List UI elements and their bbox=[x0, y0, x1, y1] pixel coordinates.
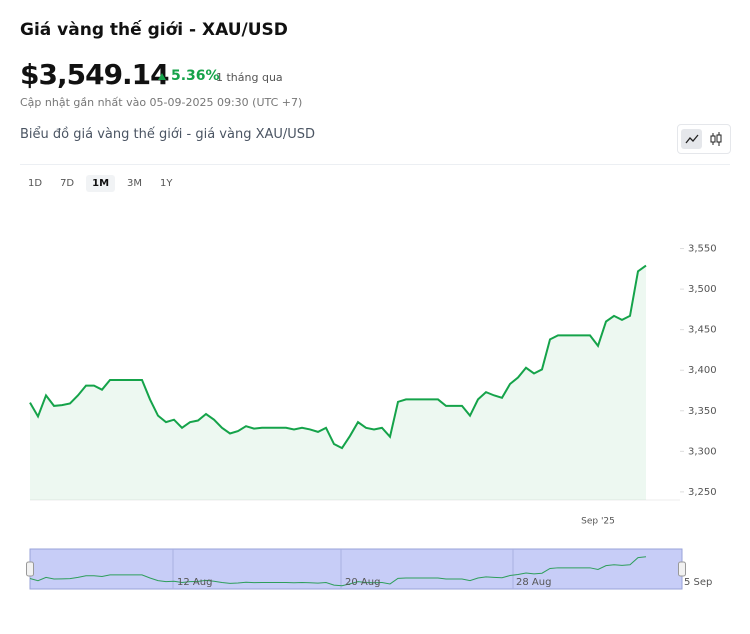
y-tick-label: 3,450 bbox=[688, 325, 717, 336]
title: Giá vàng thế giới - XAU/USD bbox=[20, 20, 288, 40]
change: 5.36% bbox=[171, 68, 220, 84]
y-tick-label: 3,300 bbox=[688, 446, 717, 457]
y-tick-label: 3,550 bbox=[688, 244, 717, 255]
range-button[interactable]: 1M bbox=[86, 175, 116, 192]
area bbox=[30, 265, 646, 500]
y-tick-label: 3,500 bbox=[688, 284, 717, 295]
chart-title: Biểu đồ giá vàng thế giới - giá vàng XAU… bbox=[20, 127, 316, 142]
range-button[interactable]: 7D bbox=[60, 178, 75, 189]
navigator-label: 20 Aug bbox=[345, 577, 380, 588]
range-buttons: 1D 7D 1M 3M 1Y bbox=[22, 175, 179, 192]
range-button[interactable]: 1Y bbox=[160, 178, 173, 189]
range-button[interactable]: 1D bbox=[28, 178, 43, 189]
change-period: 1 tháng qua bbox=[216, 71, 283, 84]
line bbox=[29, 264, 647, 450]
price: $3,549.14 bbox=[20, 58, 170, 91]
x-tick-label: Sep '25 bbox=[581, 517, 615, 527]
updated: Cập nhật gần nhất vào 05-09-2025 09:30 (… bbox=[20, 96, 303, 109]
chart-type-toggle[interactable] bbox=[677, 124, 731, 154]
separator bbox=[20, 164, 730, 165]
navigator-handle bbox=[678, 561, 686, 577]
navigator-line bbox=[29, 556, 647, 587]
navigator-handle bbox=[26, 561, 34, 577]
y-tick-label: 3,250 bbox=[688, 487, 717, 498]
toggle-icons bbox=[681, 129, 722, 149]
navigator-label: 5 Sep bbox=[684, 577, 712, 588]
navigator-label: 28 Aug bbox=[516, 577, 551, 588]
navigator-label: 12 Aug bbox=[177, 577, 212, 588]
y-tick-label: 3,350 bbox=[688, 406, 717, 417]
y-tick-label: 3,400 bbox=[688, 365, 717, 376]
up-arrow bbox=[158, 73, 166, 80]
range-button[interactable]: 3M bbox=[127, 178, 143, 189]
